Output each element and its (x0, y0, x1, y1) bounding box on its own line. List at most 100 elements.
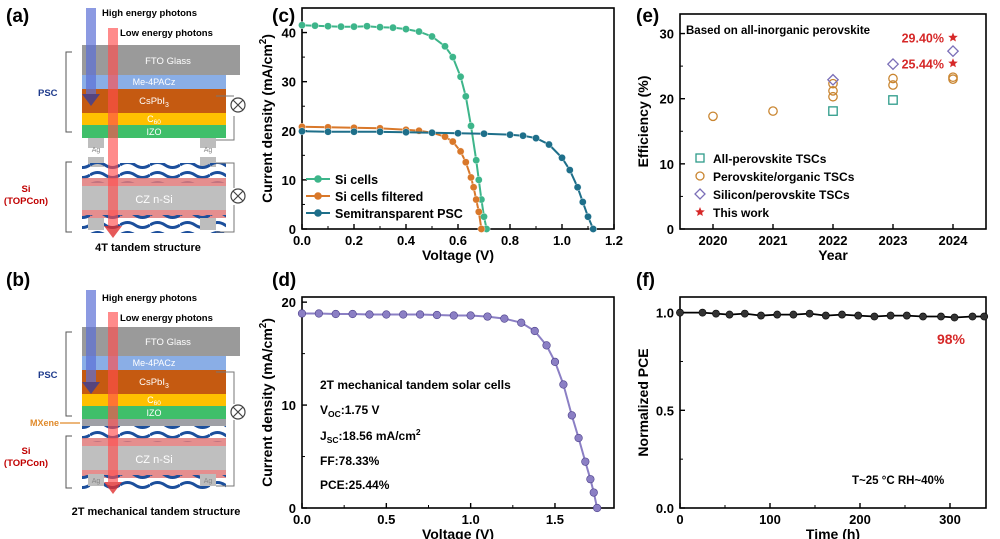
x-tick-label: 0.0 (293, 233, 311, 248)
poly-si-bottom (82, 470, 226, 478)
poly-si-layer (82, 438, 226, 446)
legend-label: Si cells (335, 173, 378, 187)
c60-label: C60 (147, 114, 161, 126)
data-point (950, 313, 959, 322)
data-point (789, 310, 798, 319)
poly-si-bottom (82, 210, 226, 218)
circle-marker (828, 78, 838, 89)
legend-label: All-perovskite TSCs (713, 152, 827, 166)
data-point (937, 312, 945, 321)
data-point (324, 22, 332, 30)
izo-label: IZO (147, 408, 162, 418)
series-line (301, 125, 483, 230)
legend-label: Silicon/perovskite TSCs (713, 188, 850, 202)
x-tick-label: 2021 (759, 233, 788, 248)
panel-f-chart: (f) 0 100 200 300 0.0 0.5 1.0 Time (h) Normalize… (635, 270, 989, 539)
data-point (773, 310, 782, 319)
y-tick-label: 0.5 (656, 403, 674, 418)
panel-label-b: (b) (6, 270, 30, 291)
y-tick-label: 0.0 (656, 501, 674, 516)
data-point (376, 127, 384, 136)
data-point (581, 457, 590, 466)
plot-frame (679, 296, 987, 509)
square-marker (828, 106, 838, 116)
chart-c-legend: Si cells Si cells filtered Semitransparent… (306, 173, 463, 221)
y-tick-label: 10 (660, 157, 674, 172)
ag-contact (200, 157, 216, 167)
data-point (474, 208, 483, 216)
y-label-close: ) (259, 318, 275, 323)
topcon-label: (TOPCon) (4, 458, 48, 469)
data-point (500, 314, 509, 323)
y-tick-label: 30 (282, 75, 296, 90)
jsc-annotation: JSC:18.56 mA/cm2 (320, 427, 421, 445)
x-axis-label: Year (818, 247, 848, 263)
low-photon-arrowhead (104, 226, 122, 238)
data-point (545, 140, 553, 149)
si-bracket (65, 435, 72, 489)
mxene-layer (82, 419, 226, 426)
x-tick-label: 2024 (939, 233, 969, 248)
y-axis-label: Normalized PCE (635, 348, 651, 456)
psc-label: PSC (38, 370, 58, 381)
data-point (376, 23, 384, 31)
data-point (467, 122, 475, 130)
topcon-label: (TOPCon) (4, 196, 48, 207)
data-point (432, 310, 442, 320)
data-point (480, 129, 488, 138)
y-tick-label: 40 (282, 26, 296, 41)
psc-bracket (65, 331, 72, 417)
conditions-label: T~25 °C RH~40% (852, 475, 944, 487)
panel-d-chart: (d) 0.0 0.5 1.0 1.5 0 10 20 Voltage (V) Current … (258, 270, 615, 539)
data-point (805, 309, 814, 318)
star-marker (695, 207, 705, 216)
data-point (449, 311, 458, 320)
x-tick-label: 1.0 (553, 233, 571, 248)
czn-label: CZ n-Si (135, 194, 172, 206)
x-tick-label: 300 (939, 512, 961, 527)
x-tick-label: 0.2 (345, 233, 363, 248)
ag-contact (200, 474, 216, 486)
data-point (441, 132, 449, 141)
data-point (567, 411, 576, 420)
si-label: Si (22, 184, 31, 195)
circle-marker (828, 91, 838, 102)
data-point (363, 22, 371, 30)
data-point (532, 134, 540, 142)
x-tick-label: 2023 (879, 233, 908, 248)
data-point (519, 131, 527, 140)
plot-frame (301, 296, 615, 509)
x-tick-label: 1.0 (462, 512, 480, 527)
legend-marker (314, 209, 322, 217)
legend-marker (314, 192, 322, 200)
chart-d-axes: 0.0 0.5 1.0 1.5 0 10 20 Voltage (V) Current dens… (258, 295, 615, 539)
panel-label-e: (e) (636, 6, 659, 27)
panel-e-chart: (e) 2020 2021 2022 2023 2024 0 10 20 30 Year Effic… (635, 6, 987, 263)
data-point (399, 310, 408, 319)
x-tick-label: 100 (759, 512, 781, 527)
data-point (311, 21, 319, 30)
ag-label: Ag (92, 147, 101, 154)
ag-label: Ag (204, 478, 213, 485)
circuit-wire (216, 95, 235, 141)
circle-marker (708, 111, 718, 122)
chart-d-annotations: 2T mechanical tandem solar cells VOC:1.7… (320, 378, 511, 492)
data-point (382, 310, 391, 319)
data-point (757, 311, 765, 320)
high-photons-label: High energy photons (102, 8, 197, 19)
retention-label: 98% (937, 331, 966, 347)
data-point (725, 310, 734, 319)
data-point (298, 127, 306, 136)
panel-label-a: (a) (6, 6, 29, 27)
x-tick-label: 0.5 (377, 512, 395, 527)
circle-marker (888, 80, 898, 90)
data-point (448, 137, 457, 146)
chart-e-title: Based on all-inorganic perovskite (686, 25, 870, 37)
data-point (589, 488, 598, 497)
diamond-marker (694, 188, 706, 200)
star-marker (948, 58, 958, 68)
chart-d-plot (297, 309, 602, 513)
pce-annotation: PCE:25.44% (320, 478, 390, 492)
data-point (506, 130, 514, 139)
data-point (467, 173, 475, 182)
